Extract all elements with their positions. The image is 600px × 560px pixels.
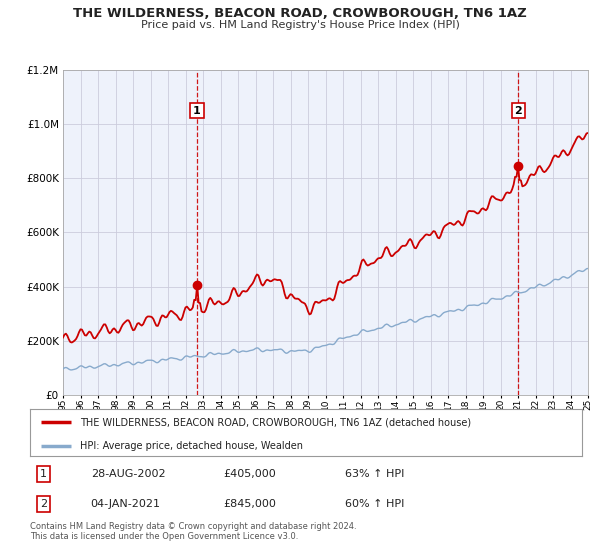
Text: £845,000: £845,000 (223, 499, 276, 509)
Text: 63% ↑ HPI: 63% ↑ HPI (344, 469, 404, 479)
Text: £405,000: £405,000 (223, 469, 276, 479)
Text: 60% ↑ HPI: 60% ↑ HPI (344, 499, 404, 509)
Text: 2: 2 (514, 106, 522, 115)
Text: 1: 1 (193, 106, 201, 115)
Text: Price paid vs. HM Land Registry's House Price Index (HPI): Price paid vs. HM Land Registry's House … (140, 20, 460, 30)
Text: 28-AUG-2002: 28-AUG-2002 (91, 469, 166, 479)
Text: THE WILDERNESS, BEACON ROAD, CROWBOROUGH, TN6 1AZ: THE WILDERNESS, BEACON ROAD, CROWBOROUGH… (73, 7, 527, 20)
Text: 04-JAN-2021: 04-JAN-2021 (91, 499, 161, 509)
Text: 2: 2 (40, 499, 47, 509)
Text: HPI: Average price, detached house, Wealden: HPI: Average price, detached house, Weal… (80, 441, 302, 451)
Text: Contains HM Land Registry data © Crown copyright and database right 2024.
This d: Contains HM Land Registry data © Crown c… (30, 522, 356, 542)
Text: 1: 1 (40, 469, 47, 479)
Text: THE WILDERNESS, BEACON ROAD, CROWBOROUGH, TN6 1AZ (detached house): THE WILDERNESS, BEACON ROAD, CROWBOROUGH… (80, 417, 471, 427)
